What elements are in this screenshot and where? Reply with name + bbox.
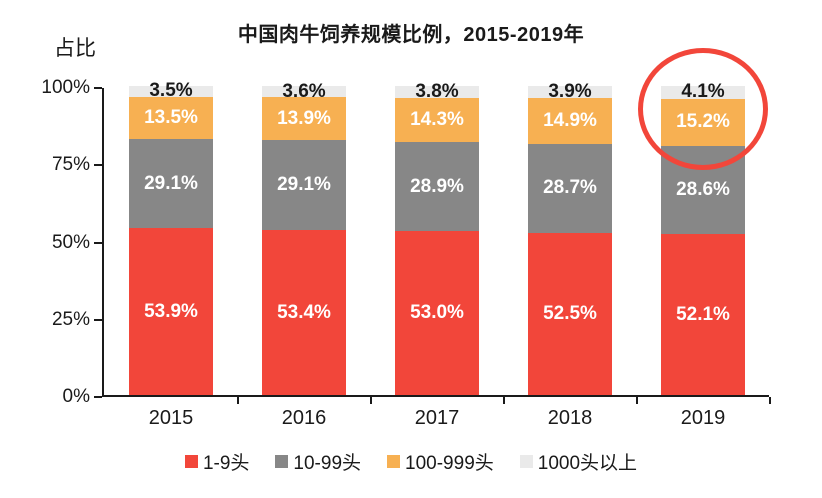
segment-1000头以上-2018: 3.9%	[528, 82, 612, 102]
legend-label: 1-9头	[202, 453, 250, 474]
segment-value-label: 52.1%	[676, 303, 730, 325]
segment-value-label: 53.9%	[144, 300, 198, 322]
legend-swatch	[519, 455, 533, 468]
segment-value-label: 29.1%	[144, 172, 198, 194]
chart-title: 中国肉牛饲养规模比例，2015-2019年	[237, 24, 585, 46]
segment-value-label: 3.9%	[548, 81, 592, 103]
segment-1000头以上-2015: 3.5%	[129, 81, 213, 101]
segment-value-label: 13.9%	[277, 107, 331, 129]
segment-1-9头-2019: 52.1%	[661, 234, 745, 395]
legend-label: 10-99头	[293, 453, 362, 474]
legend-swatch	[184, 455, 198, 468]
x-axis-end-tick	[769, 397, 771, 404]
segment-value-label: 28.6%	[676, 178, 730, 200]
segment-1-9头-2017: 53.0%	[395, 231, 479, 395]
x-axis-label-2016: 2016	[281, 407, 327, 429]
legend-item-10-99头: 10-99头	[275, 448, 361, 475]
segment-value-label: 53.4%	[277, 301, 331, 323]
y-axis-title: 占比	[54, 37, 96, 60]
x-axis-label-2017: 2017	[414, 407, 460, 429]
segment-value-label: 14.3%	[410, 108, 464, 130]
segment-value-label: 14.9%	[543, 110, 597, 132]
segment-100-999头-2015: 13.5%	[129, 96, 213, 139]
segment-value-label: 29.1%	[277, 174, 331, 196]
y-axis-tick	[94, 318, 102, 321]
segment-1-9头-2018: 52.5%	[528, 232, 612, 395]
segment-1-9头-2016: 53.4%	[262, 230, 346, 395]
segment-100-999头-2017: 14.3%	[395, 97, 479, 142]
legend: 1-9头 10-99头 100-999头 1000头以上	[0, 448, 822, 475]
x-axis-label-2018: 2018	[547, 407, 593, 429]
legend-swatch	[387, 455, 401, 468]
y-axis-tick-label: 25%	[51, 308, 90, 330]
segment-value-label: 15.2%	[676, 111, 730, 133]
legend-item-100-999头: 100-999头	[387, 448, 494, 475]
segment-value-label: 4.1%	[681, 81, 725, 103]
segment-1-9头-2015: 53.9%	[129, 228, 213, 395]
segment-value-label: 3.8%	[415, 80, 459, 102]
legend-label: 1000头以上	[537, 453, 638, 474]
bar-2019: 52.1% 28.6% 15.2% 4.1%	[661, 82, 745, 395]
segment-value-label: 13.5%	[144, 106, 198, 128]
segment-value-label: 28.9%	[410, 175, 464, 197]
legend-item-1000头以上: 1000头以上	[519, 448, 638, 475]
bar-2017: 53.0% 28.9% 14.3% 3.8%	[395, 81, 479, 395]
x-axis-label-2019: 2019	[680, 407, 726, 429]
legend-swatch	[275, 455, 289, 468]
segment-10-99头-2019: 28.6%	[661, 145, 745, 235]
bar-2018: 52.5% 28.7% 14.9% 3.9%	[528, 82, 612, 395]
segment-1000头以上-2017: 3.8%	[395, 81, 479, 101]
segment-value-label: 52.5%	[543, 302, 597, 324]
y-axis-tick-label: 100%	[41, 77, 90, 98]
y-axis-tick	[94, 87, 102, 89]
segment-100-999头-2018: 14.9%	[528, 98, 612, 145]
segment-value-label: 53.0%	[410, 302, 464, 324]
y-axis-tick	[94, 164, 102, 167]
x-axis-label-2015: 2015	[148, 407, 194, 429]
x-axis-tick	[369, 397, 372, 404]
legend-label: 100-999头	[405, 453, 494, 474]
x-axis-tick	[236, 397, 239, 404]
segment-10-99头-2018: 28.7%	[528, 144, 612, 233]
y-axis-tick	[94, 396, 102, 398]
plot-area: 0% 25% 50% 75% 100% 53.9% 29.1% 13.5% 3.5% 2015 53…	[41, 77, 771, 429]
segment-value-label: 3.5%	[149, 80, 193, 102]
x-axis-tick	[635, 397, 638, 404]
y-axis-tick-label: 0%	[62, 386, 90, 407]
y-axis-tick-label: 50%	[51, 231, 90, 253]
segment-10-99头-2017: 28.9%	[395, 141, 479, 232]
segment-100-999头-2016: 13.9%	[262, 97, 346, 141]
segment-100-999头-2019: 15.2%	[661, 98, 745, 146]
y-axis-tick-label: 75%	[51, 154, 90, 176]
bar-2015: 53.9% 29.1% 13.5% 3.5%	[129, 81, 213, 395]
segment-value-label: 28.7%	[543, 177, 597, 199]
segment-10-99头-2016: 29.1%	[262, 140, 346, 230]
x-axis-tick	[502, 397, 505, 404]
segment-10-99头-2015: 29.1%	[129, 138, 213, 229]
legend-item-1-9头: 1-9头	[184, 448, 250, 475]
segment-1000头以上-2019: 4.1%	[661, 82, 745, 102]
bar-2016: 53.4% 29.1% 13.9% 3.6%	[262, 81, 346, 395]
segment-1000头以上-2016: 3.6%	[262, 81, 346, 101]
segment-value-label: 3.6%	[282, 80, 326, 102]
y-axis-tick	[94, 241, 102, 244]
